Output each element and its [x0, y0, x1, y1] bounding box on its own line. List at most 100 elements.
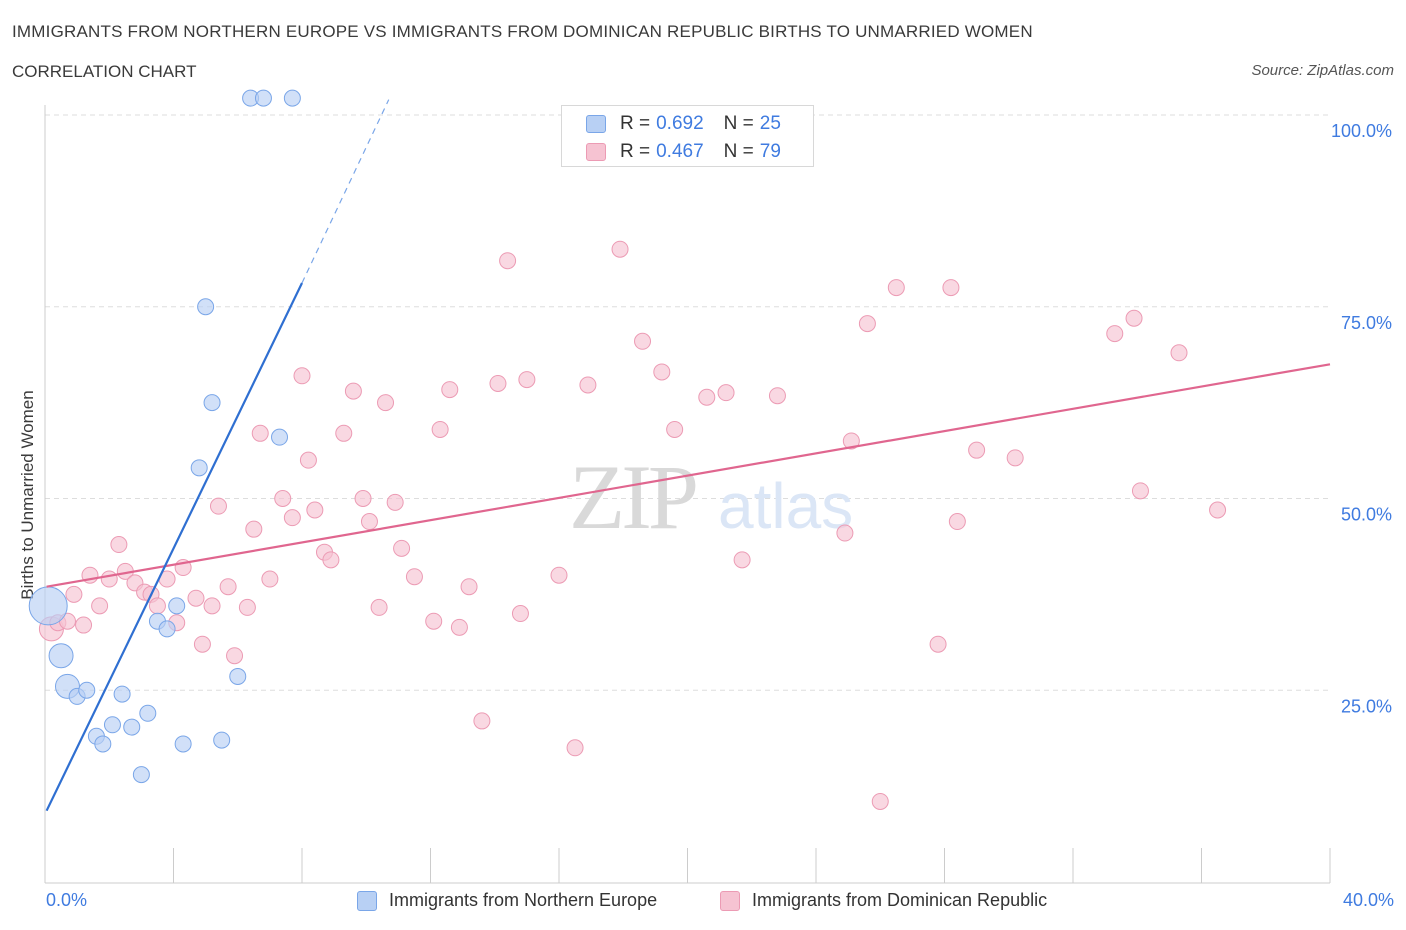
data-point-dominican-republic [193, 635, 211, 653]
data-point-dominican-republic [948, 513, 966, 531]
watermark-zip: ZIP [569, 446, 696, 548]
data-point-dominican-republic [299, 451, 317, 469]
data-point-northern-europe [168, 597, 186, 615]
trend-lines [45, 99, 1331, 812]
data-point-dominican-republic [666, 420, 684, 438]
data-point-dominican-republic [354, 490, 372, 507]
data-point-dominican-republic [499, 252, 517, 270]
grid-lines [45, 114, 1330, 691]
data-point-dominican-republic [579, 376, 597, 394]
data-point-dominican-republic [293, 367, 311, 385]
data-point-northern-europe [174, 735, 192, 753]
data-point-dominican-republic [698, 388, 716, 406]
data-point-dominican-republic [75, 616, 93, 634]
data-point-dominican-republic [335, 424, 353, 442]
y-tick-label: 75.0% [1341, 313, 1392, 333]
data-point-dominican-republic [393, 539, 411, 557]
legend-r-value: 0.692 [656, 113, 704, 134]
data-point-dominican-republic [653, 363, 671, 381]
data-point-dominican-republic [360, 513, 378, 531]
data-point-dominican-republic [768, 387, 786, 405]
bottom-legend-label: Immigrants from Dominican Republic [752, 890, 1048, 910]
data-point-northern-europe [158, 620, 176, 638]
data-point-northern-europe [139, 704, 157, 722]
data-point-northern-europe [94, 735, 112, 753]
data-point-northern-europe [123, 718, 141, 736]
data-point-dominican-republic [836, 524, 854, 542]
data-point-dominican-republic [717, 384, 735, 402]
data-point-dominican-republic [450, 618, 468, 636]
axes [44, 105, 1331, 884]
data-point-dominican-republic [91, 597, 109, 615]
data-point-dominican-republic [203, 597, 221, 615]
data-point-northern-europe [254, 89, 272, 107]
series-northern-europe-points [28, 89, 301, 784]
legend-swatch-blue [586, 115, 606, 133]
legend-row-dominican-republic: R = 0.467 N = 79 [586, 140, 781, 164]
data-point-dominican-republic [251, 424, 269, 442]
series-dominican-republic-points [38, 240, 1227, 810]
data-point-dominican-republic [611, 240, 629, 258]
data-point-dominican-republic [344, 382, 362, 400]
data-point-dominican-republic [219, 578, 237, 596]
correlation-legend: R = 0.692 N = 25 R = 0.467 N = 79 [561, 105, 814, 167]
data-point-dominican-republic [1125, 309, 1143, 327]
data-point-northern-europe [113, 685, 131, 703]
data-point-dominican-republic [386, 493, 404, 511]
data-point-northern-europe [132, 766, 150, 784]
data-point-dominican-republic [858, 315, 876, 333]
data-point-dominican-republic [733, 551, 751, 569]
data-point-dominican-republic [1131, 482, 1149, 500]
data-point-dominican-republic [518, 371, 536, 389]
chart-title: IMMIGRANTS FROM NORTHERN EUROPE VS IMMIG… [12, 22, 1033, 41]
data-point-northern-europe [283, 89, 301, 107]
data-point-dominican-republic [1209, 501, 1227, 519]
data-point-northern-europe [203, 394, 221, 412]
data-point-dominican-republic [405, 568, 423, 586]
legend-n-value: 79 [759, 141, 781, 162]
data-point-dominican-republic [322, 551, 340, 569]
data-point-dominican-republic [187, 589, 205, 607]
data-point-dominican-republic [489, 374, 507, 392]
data-point-dominican-republic [226, 647, 244, 665]
watermark: ZIP atlas [569, 446, 853, 548]
data-point-dominican-republic [968, 441, 986, 459]
bottom-legend-northern-europe: Immigrants from Northern Europe [357, 890, 657, 911]
bottom-legend-label: Immigrants from Northern Europe [389, 890, 658, 910]
data-point-dominican-republic [460, 578, 478, 596]
data-point-dominican-republic [261, 570, 279, 588]
data-point-dominican-republic [1106, 325, 1124, 343]
data-point-northern-europe [78, 681, 96, 699]
bottom-legend-swatch-blue [357, 890, 377, 911]
data-point-dominican-republic [65, 585, 83, 603]
legend-n-value: 25 [759, 113, 781, 134]
legend-r-value: 0.467 [656, 141, 704, 162]
data-point-dominican-republic [511, 605, 529, 623]
data-point-northern-europe [229, 667, 247, 685]
data-point-dominican-republic [209, 497, 227, 515]
data-point-dominican-republic [441, 381, 459, 399]
trend-line-dominican-republic [46, 363, 1331, 588]
data-point-northern-europe [271, 428, 289, 446]
data-point-dominican-republic [283, 509, 301, 527]
data-point-dominican-republic [929, 635, 947, 653]
chart-subtitle: CORRELATION CHART [12, 62, 197, 81]
watermark-atlas: atlas [718, 470, 853, 542]
data-point-northern-europe [28, 586, 68, 626]
legend-r-label: R = [620, 141, 651, 162]
data-point-northern-europe [103, 716, 121, 734]
data-point-dominican-republic [887, 279, 905, 297]
data-point-dominican-republic [377, 394, 395, 412]
bottom-legend-swatch-pink [720, 890, 740, 911]
legend-row-northern-europe: R = 0.692 N = 25 [586, 112, 781, 136]
data-point-dominican-republic [1170, 344, 1188, 362]
source-credit: Source: ZipAtlas.com [1251, 62, 1394, 79]
legend-n-label: N = [723, 113, 754, 134]
data-point-dominican-republic [100, 570, 118, 588]
data-point-dominican-republic [566, 739, 584, 757]
data-point-dominican-republic [306, 501, 324, 519]
trend-line-northern-europe [45, 282, 303, 812]
data-point-dominican-republic [238, 598, 256, 616]
data-point-dominican-republic [871, 792, 889, 810]
